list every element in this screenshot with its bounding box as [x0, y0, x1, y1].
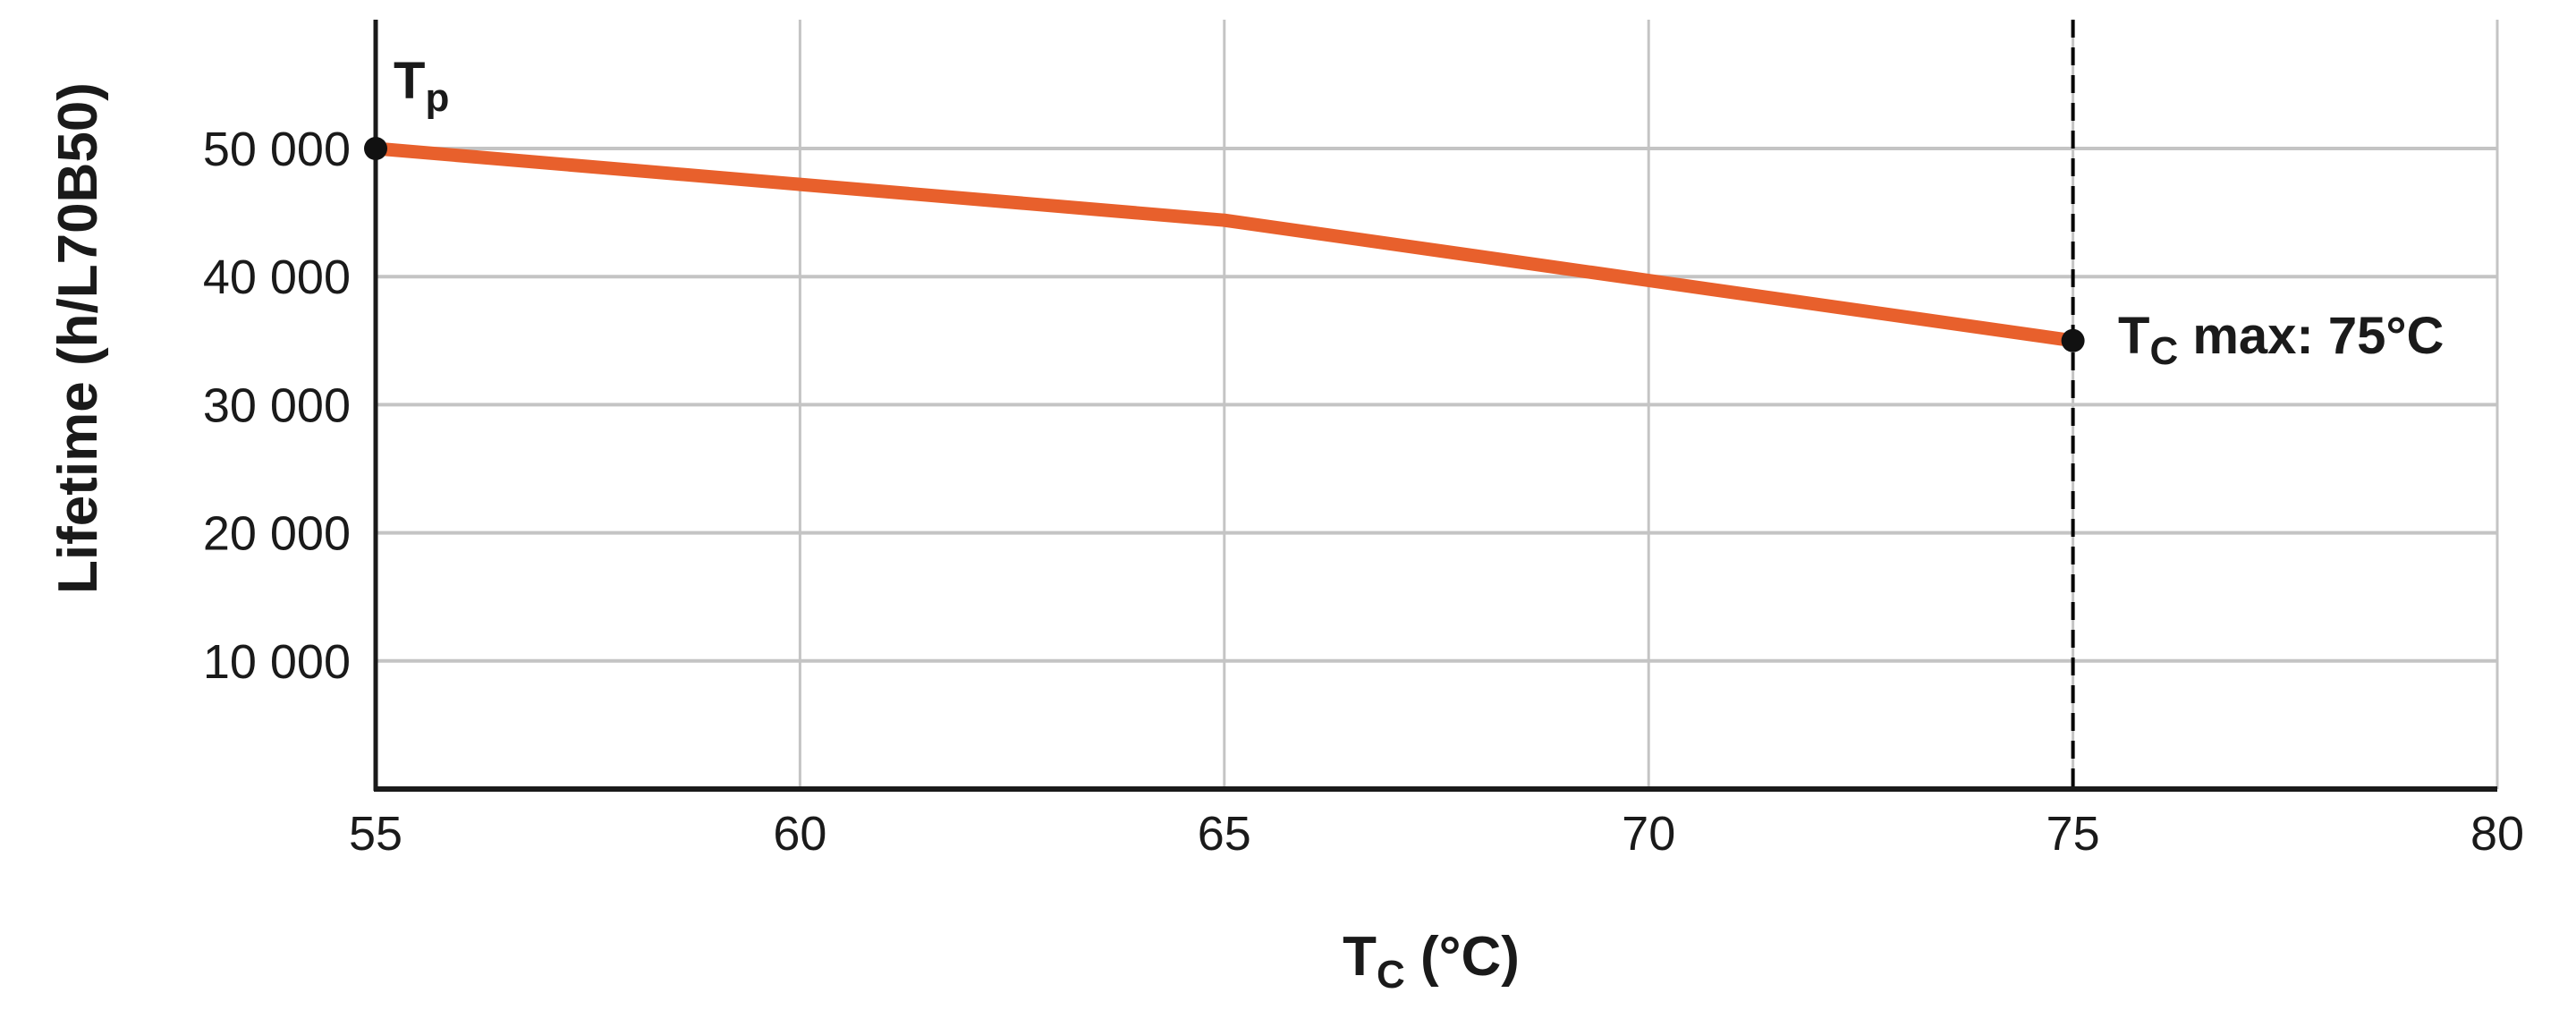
tc-max-annotation: TC max: 75°C [2118, 307, 2444, 373]
x-tick-label: 65 [1198, 807, 1251, 861]
y-tick-label: 40 000 [203, 250, 351, 304]
x-axis-title: TC (°C) [1343, 926, 1520, 997]
x-tick-label: 80 [2470, 807, 2524, 861]
data-point-markers [364, 137, 2085, 352]
x-tick-label: 60 [773, 807, 826, 861]
x-tick-label: 70 [1622, 807, 1675, 861]
x-axis-tick-labels: 55 60 65 70 75 80 [349, 807, 2524, 861]
grid-lines [376, 20, 2499, 789]
x-tick-label: 55 [349, 807, 402, 861]
x-tick-label: 75 [2046, 807, 2100, 861]
y-axis-title: Lifetime (h/L70B50) [47, 82, 109, 594]
lifetime-line [375, 141, 2074, 348]
tp-annotation: Tp [394, 52, 449, 120]
data-series [375, 141, 2074, 348]
y-tick-label: 10 000 [203, 635, 351, 689]
y-tick-label: 30 000 [203, 378, 351, 432]
y-tick-label: 50 000 [203, 123, 351, 176]
y-tick-label: 20 000 [203, 507, 351, 561]
data-point-marker [2061, 328, 2085, 352]
y-axis-tick-labels: 10 000 20 000 30 000 40 000 50 000 [203, 123, 351, 689]
data-point-marker [364, 137, 387, 160]
